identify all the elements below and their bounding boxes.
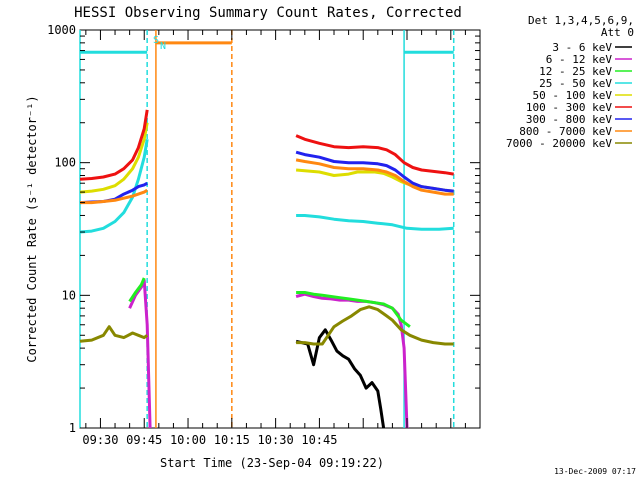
x-tick-label: 10:00: [170, 433, 206, 447]
n-marker-label: N: [160, 41, 166, 52]
series-line: [128, 277, 146, 303]
y-axis: 1 10 100 1000: [47, 23, 480, 435]
series-line: [296, 305, 454, 346]
legend-entry-label: 100 - 300 keV: [526, 101, 612, 114]
series-line: [80, 188, 149, 205]
x-tick-label: 10:15: [214, 433, 250, 447]
chart-title: HESSI Observing Summary Count Rates, Cor…: [74, 5, 462, 21]
legend-title-line2: Att 0: [601, 26, 634, 39]
series-line: [79, 139, 149, 234]
series-line: [295, 158, 454, 196]
series-layer: [79, 109, 454, 429]
series-line: [296, 214, 454, 231]
series-line: [79, 122, 149, 194]
legend-entry-label: 6 - 12 keV: [546, 53, 613, 66]
y-axis-label: Corrected Count Rate (s⁻¹ detector⁻¹): [25, 95, 39, 362]
legend-entry-label: 50 - 100 keV: [533, 89, 613, 102]
y-tick-label: 1000: [47, 23, 76, 37]
legend-entry-label: 3 - 6 keV: [552, 41, 612, 54]
footer-timestamp: 13-Dec-2009 07:17: [554, 467, 636, 476]
y-tick-label: 10: [62, 288, 76, 302]
x-tick-label: 10:45: [301, 433, 337, 447]
s-marker-label: S: [153, 35, 159, 46]
legend-entry-label: 7000 - 20000 keV: [506, 137, 612, 150]
series-line: [79, 325, 149, 343]
x-axis: 09:30 09:45 10:00 10:15 10:30 10:45: [82, 30, 481, 447]
series-line: [295, 134, 454, 176]
legend-entry-label: 800 - 7000 keV: [519, 125, 612, 138]
legend-title-line1: Det 1,3,4,5,6,9,: [528, 14, 634, 27]
legend-entry-label: 300 - 800 keV: [526, 113, 612, 126]
series-line: [296, 291, 411, 328]
legend-entry-label: 25 - 50 keV: [539, 77, 612, 90]
series-line: [295, 328, 386, 429]
legend-entry-label: 12 - 25 keV: [539, 65, 612, 78]
series-line: [79, 109, 149, 181]
x-tick-label: 09:30: [82, 433, 118, 447]
x-tick-label: 10:30: [258, 433, 294, 447]
series-line: [295, 150, 454, 193]
y-tick-label: 100: [54, 156, 76, 170]
y-tick-label: 1: [69, 421, 76, 435]
x-axis-label: Start Time (23-Sep-04 09:19:22): [160, 456, 384, 470]
x-tick-label: 09:45: [126, 433, 162, 447]
